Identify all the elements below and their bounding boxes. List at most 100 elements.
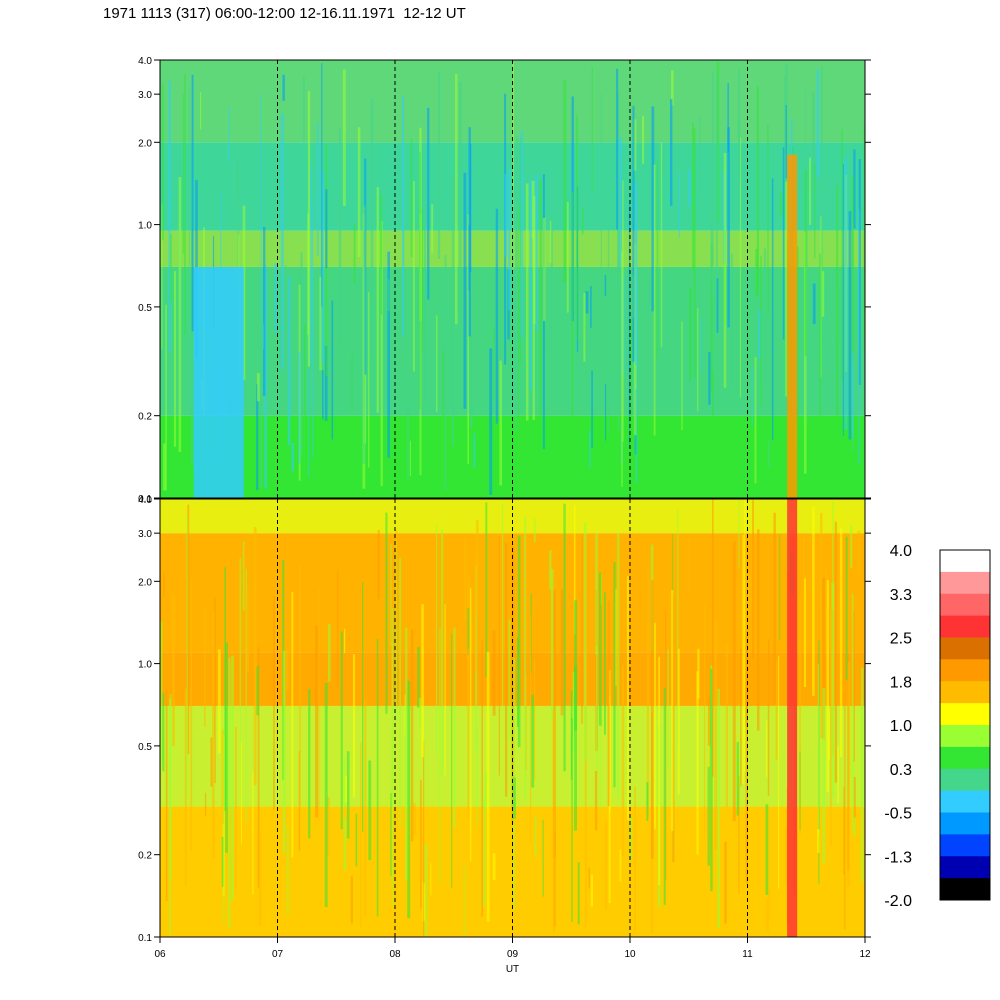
spectrogram-streak (455, 73, 458, 325)
spectrogram-streak (409, 440, 411, 476)
spectrogram-streak (595, 533, 598, 655)
spectrogram-streak (672, 595, 675, 863)
spectrogram-streak (533, 196, 536, 325)
spectrogram-streak (492, 630, 496, 716)
y-tick-label: 1.0 (138, 660, 152, 671)
x-tick-label: 09 (507, 949, 519, 960)
spectrogram-streak (436, 315, 438, 412)
spectrogram-streak (324, 682, 328, 907)
spectrogram-streak (621, 251, 623, 487)
spectrogram-streak (550, 213, 553, 352)
spectrogram-streak (325, 189, 328, 268)
spectrogram-streak (399, 557, 401, 828)
spectrogram-streak (715, 77, 718, 277)
spectrogram-streak (662, 151, 665, 179)
spectrogram-streak (322, 370, 324, 420)
y-tick-label: 0.2 (138, 851, 152, 862)
spectrogram-streak (604, 820, 608, 910)
spectrogram-streak (493, 325, 495, 401)
spectrogram-streak (214, 597, 216, 784)
spectrogram-streak (730, 253, 733, 389)
spectrogram-streak (599, 708, 601, 809)
y-tick-label: 4.0 (138, 56, 152, 67)
spectrogram-streak (584, 651, 587, 925)
x-tick-label: 07 (272, 949, 284, 960)
spectrogram-streak (217, 649, 221, 754)
spectrogram-streak (828, 709, 830, 761)
spectrogram-streak (252, 772, 254, 895)
spectrogram-streak (814, 162, 816, 259)
spectrogram-streak (519, 137, 521, 364)
spectrogram-streak (563, 503, 566, 772)
spectrogram-streak (355, 813, 358, 867)
spectrogram-streak (785, 105, 787, 179)
spectrogram-streak (820, 512, 823, 739)
spectrogram-streak (534, 816, 537, 857)
spectrogram-streak (738, 500, 740, 568)
spectrogram-streak (663, 688, 666, 905)
spectrogram-streak (162, 692, 165, 772)
spectrogram-streak (287, 826, 289, 915)
spectrogram-streak (566, 201, 569, 313)
spectrogram-streak (221, 730, 225, 824)
spectrogram-streak (424, 177, 427, 404)
colorbar-segment (940, 746, 990, 770)
spectrogram-streak (439, 628, 441, 884)
spectrogram-streak (796, 246, 799, 421)
spectrogram-streak (458, 82, 462, 324)
spectrogram-streak (390, 543, 392, 646)
spectrogram-streak (467, 648, 470, 818)
spectrogram-streak (246, 587, 249, 672)
spectrogram-streak (162, 83, 164, 241)
spectrogram-streak (420, 779, 422, 909)
spectrogram-streak (410, 138, 413, 258)
spectrogram-streak (708, 352, 711, 405)
colorbar-label: -2.0 (884, 893, 912, 910)
spectrogram-streak (574, 600, 577, 831)
spectrogram-streak (751, 367, 753, 427)
spectrogram-streak (604, 274, 607, 296)
x-axis-label: UT (506, 964, 519, 975)
spectrogram-streak (693, 128, 696, 378)
spectrogram-streak (407, 680, 411, 919)
spectrogram-streak (710, 174, 713, 279)
spectrogram-streak (515, 227, 517, 432)
spectrogram-streak (529, 179, 533, 391)
spectrogram-streak (212, 611, 215, 859)
spectrogram-streak (590, 286, 592, 328)
spectrogram-streak (747, 304, 749, 429)
spectrogram-streak (427, 107, 430, 300)
spectrogram-streak (385, 512, 388, 714)
upper-y-axis: 0.1 0.2 0.5 1.0 2.0 3.0 4.0 (138, 56, 871, 505)
spectrogram-streak (501, 503, 504, 707)
spectrogram-streak (165, 304, 167, 491)
y-tick-label: 2.0 (138, 577, 152, 588)
spectrogram-streak (863, 124, 865, 345)
spectrogram-streak (464, 537, 467, 621)
spectrogram-streak (576, 115, 578, 340)
y-tick-label: 0.1 (138, 933, 152, 944)
spectrogram-streak (842, 164, 844, 436)
spectrogram-streak (688, 538, 691, 594)
spectrogram-streak (245, 568, 247, 822)
colorbar-label: 1.8 (890, 674, 912, 691)
spectrogram-streak (550, 569, 554, 720)
spectrogram-streak (343, 757, 346, 808)
spectrogram-streak (785, 181, 788, 397)
spectrogram-streak (854, 815, 856, 838)
spectrogram-streak (837, 746, 839, 804)
spectrogram-streak (469, 587, 472, 862)
spectrogram-streak (376, 187, 379, 413)
spectrogram-streak (291, 592, 294, 858)
spectrogram-streak (421, 604, 424, 758)
spectrogram-streak (549, 550, 552, 590)
spectrogram-streak (778, 655, 780, 889)
spectrogram-streak (352, 654, 356, 798)
spectrogram-streak (588, 867, 590, 889)
spectrogram-streak (852, 351, 854, 437)
spectrogram-streak (632, 105, 635, 362)
spectrogram-streak (861, 667, 864, 882)
spectrogram-streak (738, 69, 741, 183)
spectrogram-streak (699, 115, 701, 195)
